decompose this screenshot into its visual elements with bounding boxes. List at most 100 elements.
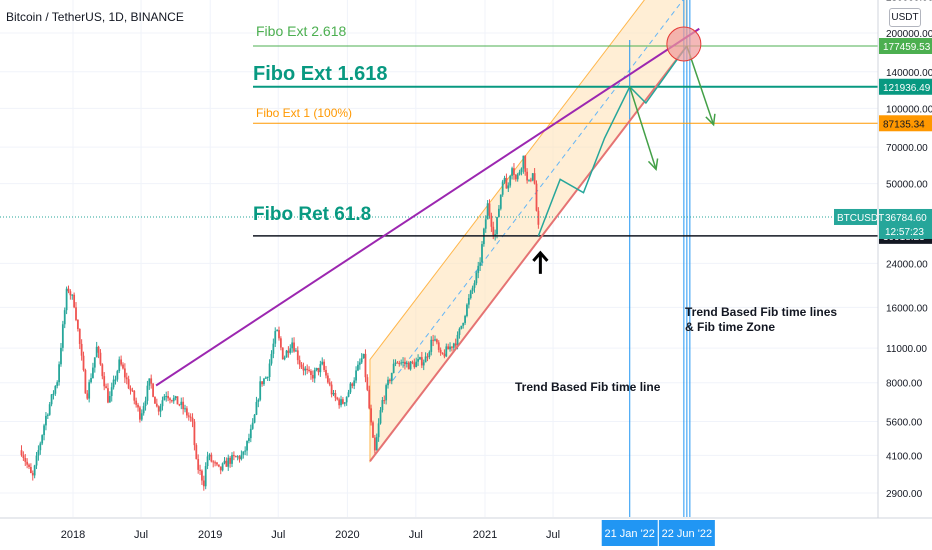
y-tick-label: 70000.00 bbox=[886, 143, 928, 154]
candle-body bbox=[368, 389, 371, 409]
candle-body bbox=[434, 339, 436, 341]
candle-body bbox=[261, 381, 263, 385]
candle-body bbox=[234, 456, 237, 458]
candle-body bbox=[372, 422, 374, 438]
candle-body bbox=[424, 356, 427, 363]
candle-body bbox=[48, 404, 51, 415]
candle-body bbox=[464, 315, 466, 323]
candle-body bbox=[467, 298, 470, 305]
candle-body bbox=[394, 362, 397, 364]
candle-body bbox=[353, 380, 356, 386]
candle-body bbox=[54, 385, 57, 394]
candle-body bbox=[24, 458, 27, 462]
candle-body bbox=[263, 378, 265, 385]
candle-body bbox=[120, 359, 123, 365]
candle-body bbox=[383, 400, 386, 402]
candle-body bbox=[499, 194, 502, 209]
candle-body bbox=[139, 407, 141, 420]
candle-body bbox=[373, 437, 376, 451]
fib-price-label: 87135.34 bbox=[883, 119, 925, 130]
candle-body bbox=[537, 210, 540, 225]
candle-body bbox=[481, 244, 483, 263]
candle-body bbox=[92, 367, 94, 379]
candle-body bbox=[202, 480, 205, 487]
candle-body bbox=[161, 400, 164, 407]
drawings bbox=[155, 26, 716, 462]
candle-body bbox=[125, 377, 128, 380]
candle-body bbox=[298, 360, 301, 365]
fib-label-ext-2618: Fibo Ext 2.618 bbox=[256, 23, 347, 39]
candle-body bbox=[417, 359, 419, 362]
candle-body bbox=[321, 361, 324, 365]
candle-body bbox=[242, 451, 245, 455]
candle-body bbox=[26, 461, 29, 465]
candle-body bbox=[229, 457, 232, 464]
candle-body bbox=[93, 357, 96, 368]
current-price-value: 36784.60 bbox=[885, 213, 927, 224]
up-arrow-icon-head bbox=[532, 250, 549, 262]
candlestick-series bbox=[20, 155, 540, 491]
candle-body bbox=[524, 155, 527, 172]
candle-body bbox=[50, 394, 53, 405]
candle-body bbox=[144, 400, 147, 407]
current-price-countdown: 12:57:23 bbox=[885, 227, 924, 238]
currency-selector[interactable]: USDT bbox=[889, 8, 921, 27]
candle-body bbox=[67, 288, 70, 292]
candle-body bbox=[95, 346, 98, 358]
x-tick-label: 2020 bbox=[335, 529, 359, 541]
candle-body bbox=[458, 328, 461, 335]
candle-body bbox=[116, 371, 119, 380]
candle-body bbox=[405, 362, 408, 365]
candle-body bbox=[58, 364, 60, 383]
candle-body bbox=[451, 346, 453, 348]
candle-body bbox=[146, 385, 149, 401]
time-marker-label: 21 Jan '22 bbox=[605, 528, 655, 540]
candle-body bbox=[509, 175, 512, 186]
candle-body bbox=[255, 401, 258, 415]
candle-body bbox=[35, 455, 38, 466]
candle-body bbox=[452, 343, 455, 348]
fib-price-label: 177459.53 bbox=[883, 42, 931, 53]
candle-body bbox=[430, 339, 433, 352]
fib-label-ext-1: Fibo Ext 1 (100%) bbox=[256, 106, 353, 120]
candle-body bbox=[522, 155, 525, 169]
candle-body bbox=[456, 334, 459, 346]
candle-body bbox=[244, 450, 247, 452]
candle-body bbox=[342, 399, 344, 404]
time-marker-label: 22 Jun '22 bbox=[662, 528, 712, 540]
candle-body bbox=[377, 423, 380, 438]
candle-body bbox=[278, 330, 280, 339]
candle-body bbox=[39, 443, 42, 451]
candle-body bbox=[199, 469, 201, 471]
candle-body bbox=[214, 462, 216, 464]
candle-body bbox=[140, 413, 143, 420]
candle-body bbox=[165, 395, 168, 397]
fib-label-ret-618: Fibo Ret 61.8 bbox=[253, 204, 372, 225]
candle-body bbox=[370, 408, 372, 423]
time-marker-badge bbox=[601, 520, 658, 546]
candle-body bbox=[101, 364, 104, 377]
candle-body bbox=[90, 378, 92, 383]
candle-body bbox=[300, 364, 303, 368]
candle-body bbox=[340, 399, 342, 406]
candle-body bbox=[217, 464, 220, 467]
candle-body bbox=[407, 362, 410, 370]
candle-body bbox=[516, 174, 519, 180]
candle-body bbox=[88, 382, 91, 399]
candle-body bbox=[114, 379, 117, 381]
support-line bbox=[369, 45, 688, 462]
candle-body bbox=[45, 415, 47, 426]
candle-body bbox=[122, 364, 124, 369]
candle-body bbox=[511, 168, 513, 176]
candle-body bbox=[163, 396, 166, 401]
candle-body bbox=[392, 363, 395, 373]
candle-body bbox=[477, 265, 480, 273]
candle-body bbox=[293, 342, 295, 352]
projection-arrow-2-head bbox=[705, 113, 716, 127]
projection-arrow-1-head bbox=[647, 158, 659, 172]
candle-body bbox=[182, 401, 185, 410]
candle-body bbox=[505, 177, 508, 189]
candle-body bbox=[133, 390, 136, 401]
candle-body bbox=[291, 342, 294, 349]
